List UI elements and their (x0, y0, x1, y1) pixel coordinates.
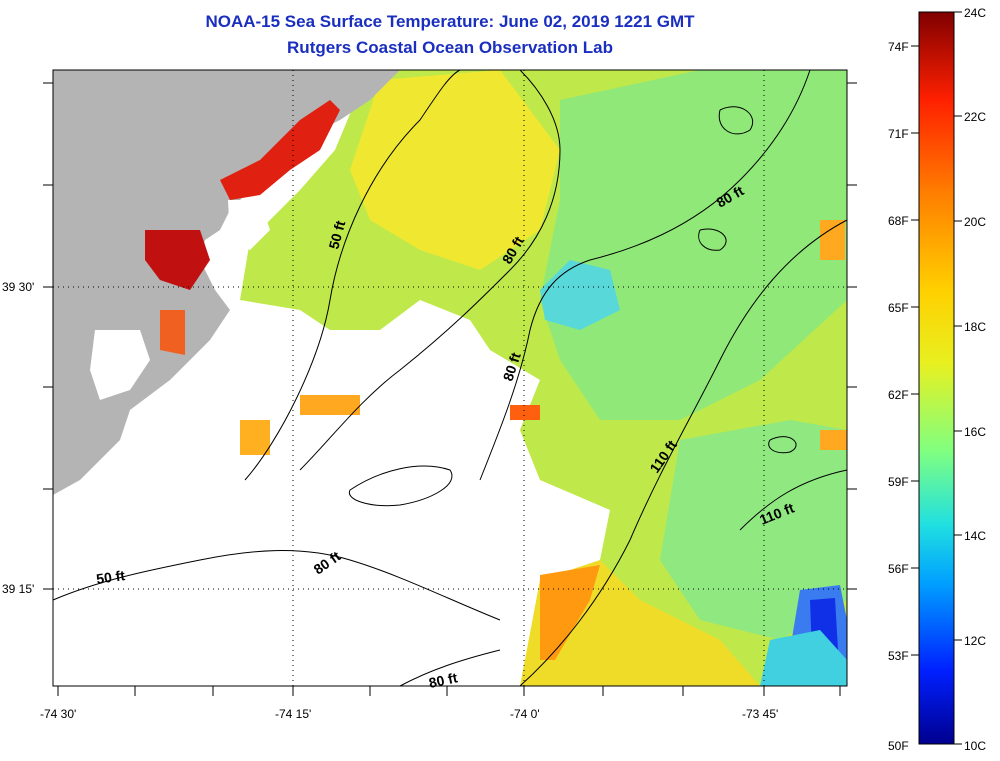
lat-label: 39 15' (2, 582, 34, 596)
sst-orange-patch (300, 395, 360, 415)
contour-label: 50 ft (95, 567, 126, 587)
back-bay-water (90, 330, 150, 400)
sst-yellow-band (350, 70, 560, 270)
colorbar-label-f: 65F (888, 301, 909, 315)
map-subtitle: Rutgers Coastal Ocean Observation Lab (287, 38, 613, 57)
back-bay-water (228, 200, 270, 250)
sst-cyan-south (760, 630, 847, 686)
colorbar-label-c: 16C (964, 425, 986, 439)
colorbar (918, 11, 955, 745)
sst-green-southeast (660, 420, 847, 640)
colorbar-label-c: 14C (964, 529, 986, 543)
sst-orange-patch (820, 430, 847, 450)
sst-warm-inlet (160, 310, 185, 355)
colorbar-label-f: 74F (888, 40, 909, 54)
colorbar-label-c: 10C (964, 739, 986, 753)
sst-cyan-patch (540, 260, 620, 330)
map-frame (52, 69, 848, 687)
colorbar-ticks (911, 11, 962, 745)
colorbar-label-f: 53F (888, 649, 909, 663)
sst-orange-patch (510, 405, 540, 420)
bathymetry-contours (52, 69, 848, 687)
sst-orange-patch (240, 420, 270, 455)
colorbar-label-c: 12C (964, 634, 986, 648)
lon-label: -74 30' (40, 707, 76, 721)
colorbar-label-f: 56F (888, 562, 909, 576)
colorbar-label-c: 20C (964, 215, 986, 229)
colorbar-label-c: 22C (964, 110, 986, 124)
sst-orange-patch (540, 565, 600, 660)
map-title: NOAA-15 Sea Surface Temperature: June 02… (205, 12, 695, 31)
colorbar-label-f: 50F (888, 739, 909, 753)
sst-warm-bay (145, 230, 210, 290)
lon-label: -74 0' (510, 707, 540, 721)
colorbar-label-f: 68F (888, 214, 909, 228)
colorbar-label-f: 59F (888, 475, 909, 489)
colorbar-label-c: 24C (964, 6, 986, 20)
land-mass (53, 70, 400, 495)
lat-label: 39 30' (2, 280, 34, 294)
sst-warm-coast (220, 100, 340, 200)
colorbar-label-c: 18C (964, 320, 986, 334)
axis-ticks (43, 82, 857, 696)
colorbar-label-f: 71F (888, 127, 909, 141)
colorbar-label-f: 62F (888, 388, 909, 402)
lon-label: -74 15' (275, 707, 311, 721)
sst-orange-patch (820, 220, 845, 260)
sst-green-east (540, 70, 847, 420)
lon-label: -73 45' (742, 707, 778, 721)
contour-label: 50 ft (325, 219, 348, 251)
